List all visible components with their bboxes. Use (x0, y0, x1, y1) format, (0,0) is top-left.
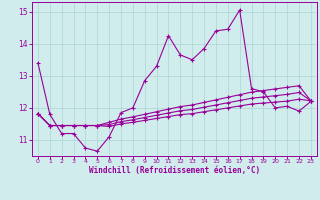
X-axis label: Windchill (Refroidissement éolien,°C): Windchill (Refroidissement éolien,°C) (89, 166, 260, 175)
